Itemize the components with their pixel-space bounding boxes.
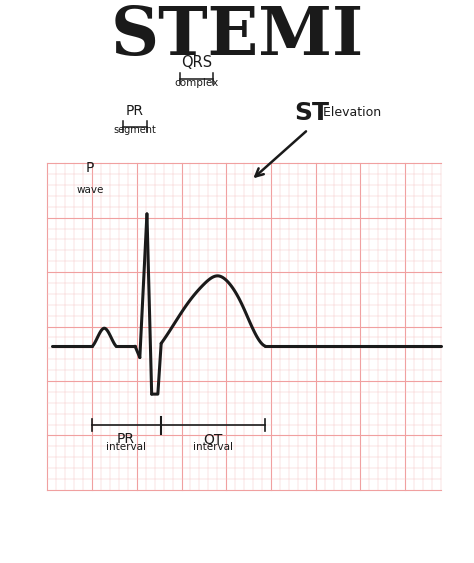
Text: wave: wave <box>76 185 104 195</box>
Text: QT: QT <box>204 432 223 446</box>
Text: QRS: QRS <box>181 55 212 70</box>
Text: complex: complex <box>174 78 219 88</box>
Text: segment: segment <box>114 125 156 135</box>
Text: Elevation: Elevation <box>319 106 381 119</box>
Text: interval: interval <box>193 442 233 452</box>
Text: ST: ST <box>294 101 329 124</box>
Text: interval: interval <box>106 442 146 452</box>
Text: STEMI: STEMI <box>110 4 364 69</box>
Text: P: P <box>86 160 94 175</box>
Text: PR: PR <box>117 432 135 446</box>
Text: PR: PR <box>126 104 144 118</box>
